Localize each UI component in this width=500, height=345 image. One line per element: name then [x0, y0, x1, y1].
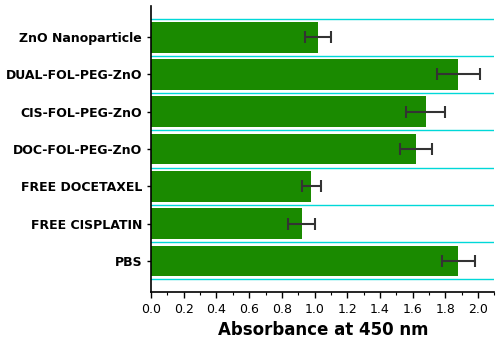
- Bar: [151, 97, 426, 127]
- Bar: [151, 59, 458, 90]
- Bar: [151, 208, 302, 239]
- Bar: [151, 171, 312, 201]
- Bar: [151, 246, 458, 276]
- X-axis label: Absorbance at 450 nm: Absorbance at 450 nm: [218, 322, 428, 339]
- Bar: [151, 134, 416, 164]
- Bar: [151, 22, 318, 52]
